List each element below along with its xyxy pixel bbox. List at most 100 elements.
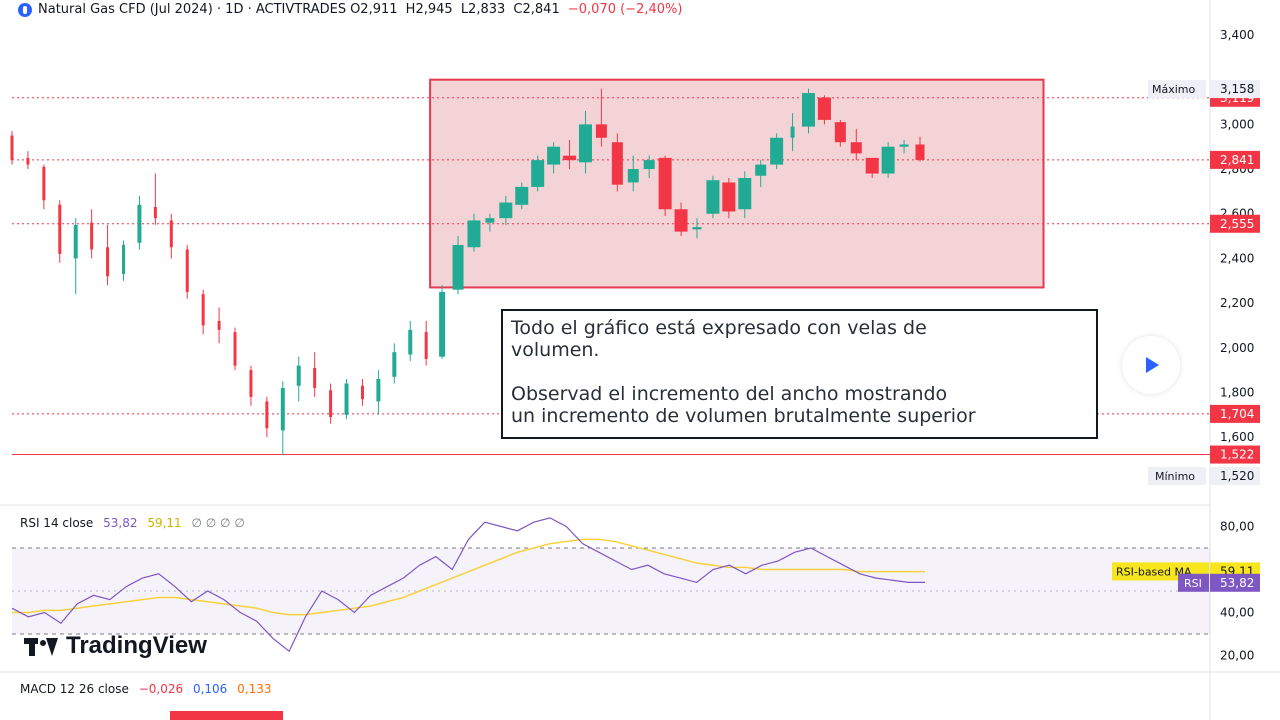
candle-body [217,320,221,330]
macd-header: MACD 12 26 close −0,026 0,106 0,133 [20,682,272,696]
candle-body [531,160,545,187]
rsi-value-label: 53,82 [1220,576,1254,590]
price-level-tag [1210,445,1260,464]
candle-body [485,218,495,223]
price-axis-label: 1,600 [1220,430,1254,444]
candle-body [611,142,623,185]
candle-body [360,385,364,400]
candle-body [10,135,14,161]
candle-body [674,209,688,232]
max-value: 3,158 [1220,82,1254,96]
candle-body [153,207,157,219]
candle-body [169,220,173,248]
min-value: 1,520 [1220,469,1254,483]
candle-body [790,126,795,138]
candle-body [467,220,481,248]
max-label: Máximo [1152,83,1196,96]
candle-body [738,177,752,210]
min-value-bg [1210,467,1260,485]
min-tag-bg [1148,467,1206,485]
candle-body [515,186,529,205]
candle-body [26,157,30,165]
open-value: O2,911 [350,2,398,17]
candle-body [280,387,285,431]
candle-body [706,180,720,214]
rsi-value: 53,82 [103,516,138,530]
note-line-2: volumen. [511,339,600,361]
candle-body [595,124,607,138]
rsi-ma-line [12,538,925,616]
price-level-tag [1210,404,1260,423]
candle-body [722,182,736,212]
price-level-tag-label: 1,704 [1220,407,1254,421]
candle-body [627,169,639,183]
candle-body [265,401,269,429]
candle-body [899,144,909,147]
candle-body [915,144,925,160]
candle-body [658,157,672,210]
price-axis-label: 1,800 [1220,385,1254,399]
price-level-tag [1210,150,1260,169]
note-line-3: Observad el incremento del ancho mostran… [511,383,948,405]
price-level-tag-label: 1,522 [1220,448,1254,462]
candle-body [313,367,317,388]
rsi-ma-value: 59,11 [147,516,182,530]
candle-body [439,291,446,357]
candle-body [233,332,237,366]
candle-body [643,160,655,170]
rsi-name: RSI [1184,577,1202,590]
rsi-band [12,548,1210,634]
tradingview-mark-icon [24,634,60,658]
candle-body [881,146,895,174]
change-value: −0,070 (−2,40%) [567,2,683,17]
note-line-1: Todo el gráfico está expresado con velas… [511,317,927,339]
rsi-header: RSI 14 close 53,82 59,11 ∅ ∅ ∅ ∅ [20,516,245,530]
price-axis-label: 2,000 [1220,341,1254,355]
low-value: L2,833 [460,2,506,17]
price-axis-label: 3,000 [1220,117,1254,131]
candle-body [249,370,253,397]
candle-body [344,383,349,415]
play-button[interactable] [1122,336,1180,394]
rsi-axis-label: 20,00 [1220,649,1254,663]
rsi-axis-label: 80,00 [1220,520,1254,534]
price-level-tag-label: 2,555 [1220,217,1254,231]
macd-line-value: 0,106 [192,682,228,696]
annotation-note[interactable]: Todo el gráfico está expresado con velas… [501,309,1098,439]
rsi-name-tag [1178,573,1209,592]
candle-body [770,137,784,165]
symbol-title[interactable]: Natural Gas CFD (Jul 2024) · 1D · ACTIVT… [38,2,347,17]
candle-body [547,146,561,165]
candle-body [452,245,464,290]
candle-body [817,97,831,120]
high-value: H2,945 [405,2,453,17]
price-axis-label: 2,200 [1220,296,1254,310]
candle-body [424,332,428,359]
min-label: Mínimo [1155,470,1195,483]
candle-body [90,222,94,250]
close-value: C2,841 [513,2,560,17]
candle-body [106,247,110,277]
candle-body [185,249,189,292]
candle-body [578,124,592,163]
candle-body [122,245,126,275]
rsi-line [11,517,925,653]
candle-body [834,122,846,143]
candle-body [392,352,397,377]
rsi-label[interactable]: RSI 14 close [20,516,94,530]
note-line-4: un incremento de volumen brutalmente sup… [511,405,976,427]
tradingview-logo: TradingView [24,632,207,660]
tradingview-brand-text: TradingView [66,632,207,659]
macd-label[interactable]: MACD 12 26 close [20,682,129,696]
play-icon [1146,357,1159,373]
candle-body [865,157,879,174]
candle-body [755,164,767,176]
macd-signal-value: 0,133 [237,682,272,696]
candle-body [329,390,333,418]
max-tag-bg [1148,80,1206,99]
candle-body [563,155,577,161]
macd-histogram-value: −0,026 [138,682,184,696]
candle-body [296,365,301,386]
macd-histogram-bar [170,711,283,720]
